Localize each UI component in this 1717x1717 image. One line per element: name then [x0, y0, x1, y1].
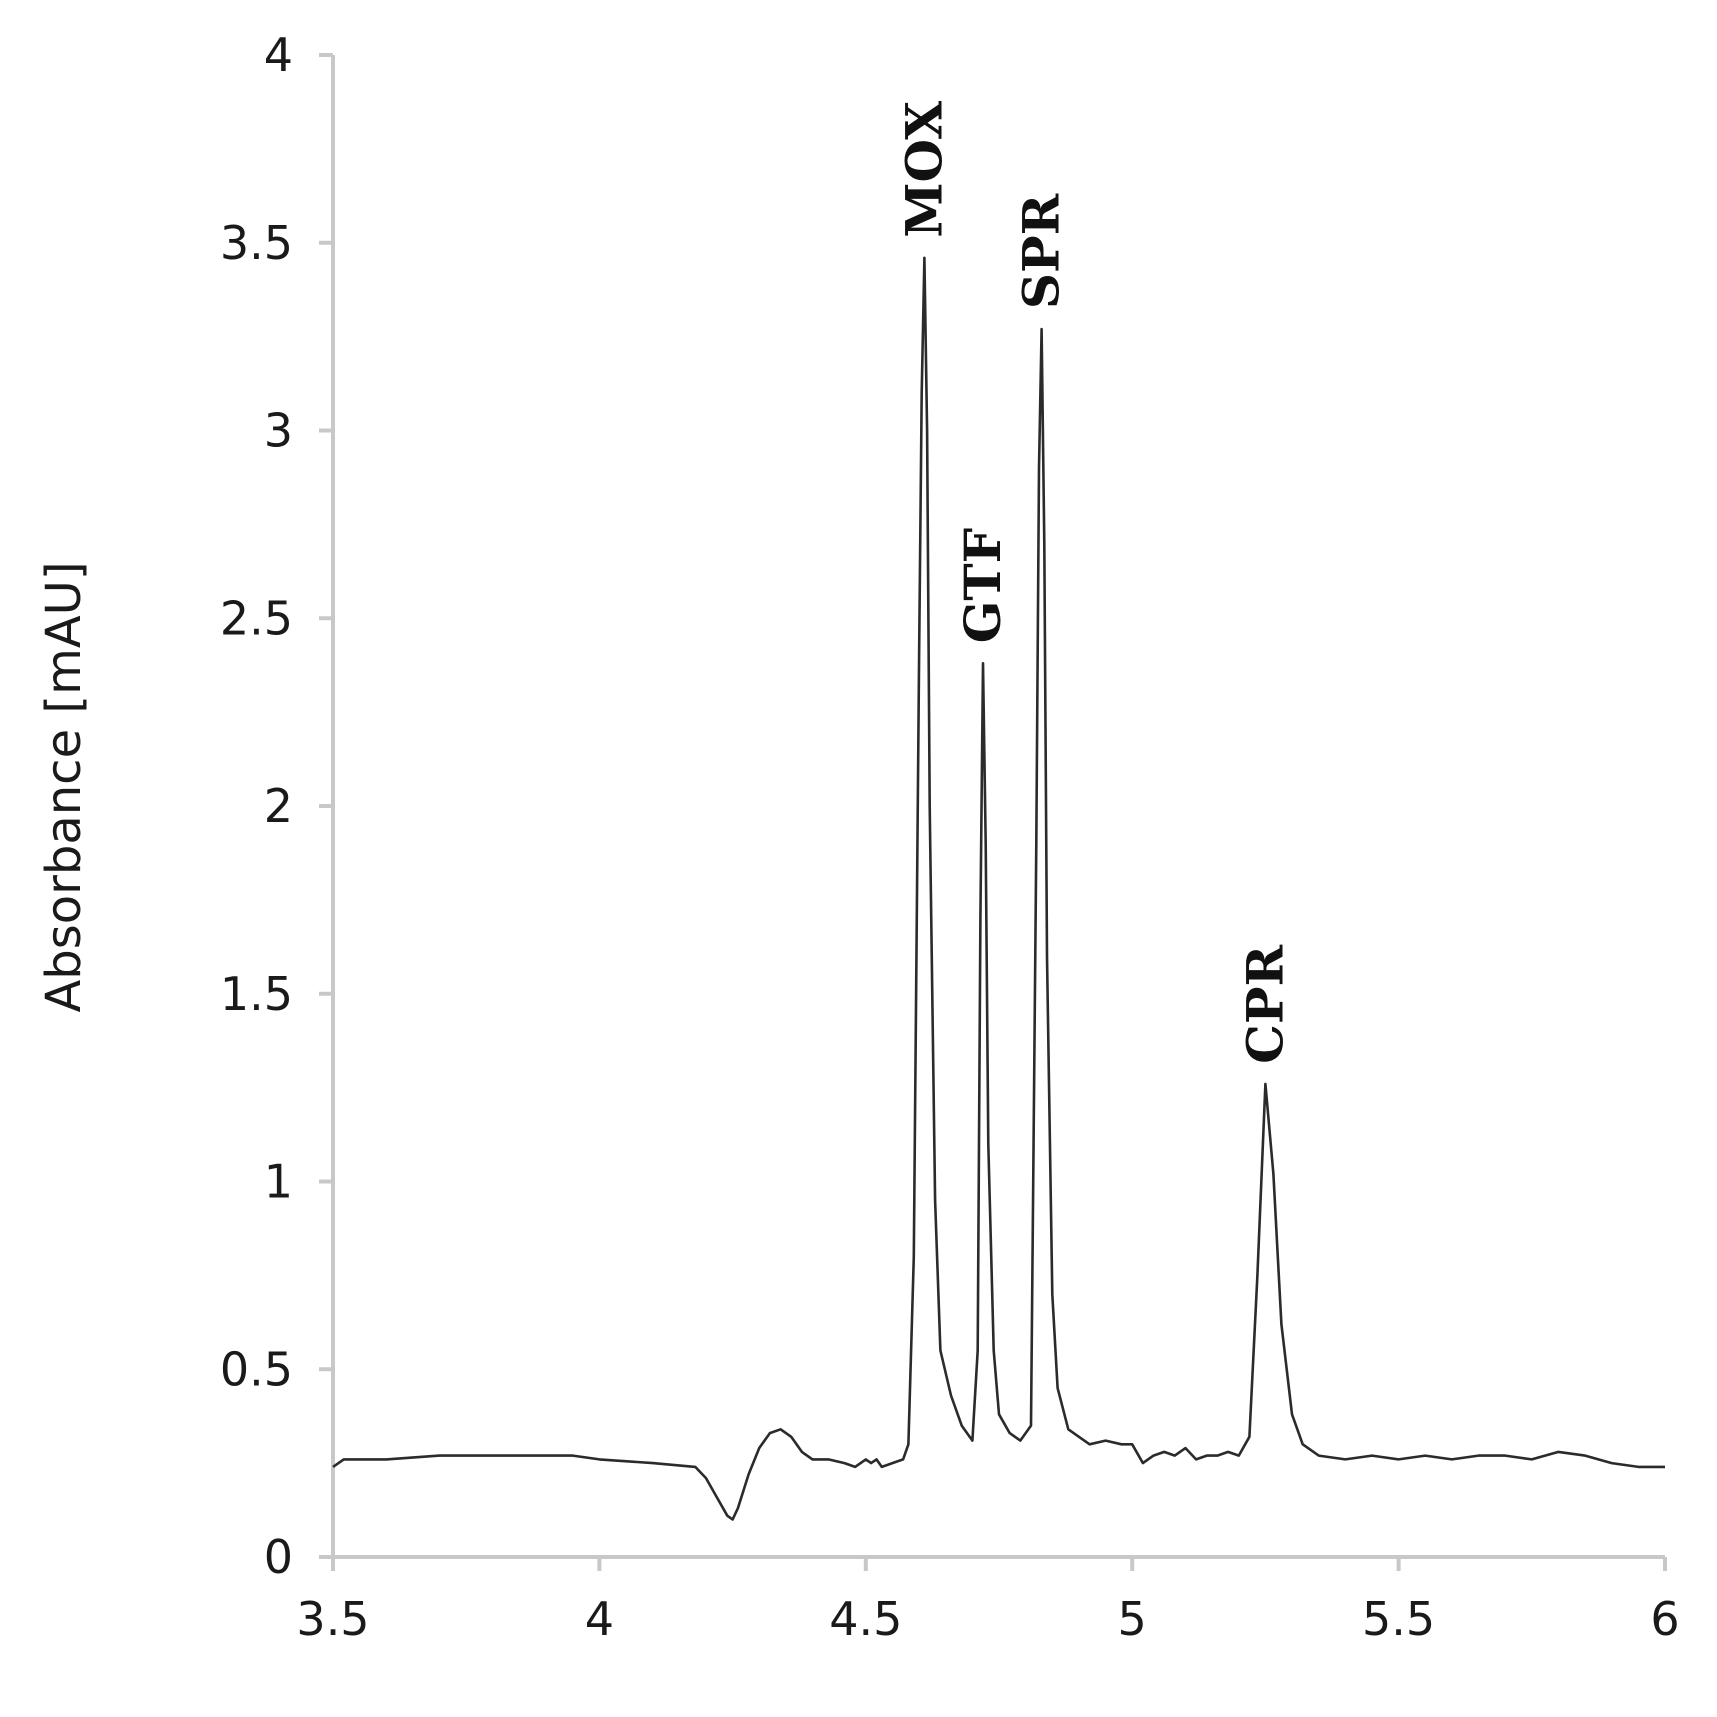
y-axis: 0 0.5 1 1.5 2 2.5 3 3.5 4 [220, 28, 335, 1584]
y-tick-label: 2.5 [220, 591, 293, 645]
x-tick-label: 5 [1118, 1592, 1147, 1646]
y-axis-label: Absorbance [mAU] [36, 561, 92, 1012]
x-axis: 3.5 4 4.5 5 5.5 6 [296, 1555, 1680, 1646]
y-tick-label: 3.5 [220, 216, 293, 270]
peak-label-gtf: GTF [953, 528, 1012, 643]
peak-label-cpr: CPR [1235, 945, 1294, 1064]
x-tick-label: 3.5 [296, 1592, 369, 1646]
x-tick-label: 4.5 [829, 1592, 902, 1646]
peak-labels: MOX GTF SPR CPR [894, 101, 1294, 1064]
peak-label-spr: SPR [1012, 193, 1071, 309]
y-tick-label: 4 [264, 28, 293, 82]
y-tick-label: 1.5 [220, 967, 293, 1021]
absorbance-trace [332, 256, 1665, 1521]
x-tick-label: 4 [585, 1592, 614, 1646]
y-tick-label: 0 [264, 1530, 293, 1584]
y-tick-label: 2 [264, 779, 293, 833]
y-tick-label: 1 [264, 1155, 293, 1209]
x-tick-label: 6 [1650, 1592, 1679, 1646]
y-tick-label: 0.5 [220, 1342, 293, 1396]
x-tick-label: 5.5 [1362, 1592, 1435, 1646]
y-tick-label: 3 [264, 404, 293, 458]
peak-label-mox: MOX [894, 101, 953, 238]
